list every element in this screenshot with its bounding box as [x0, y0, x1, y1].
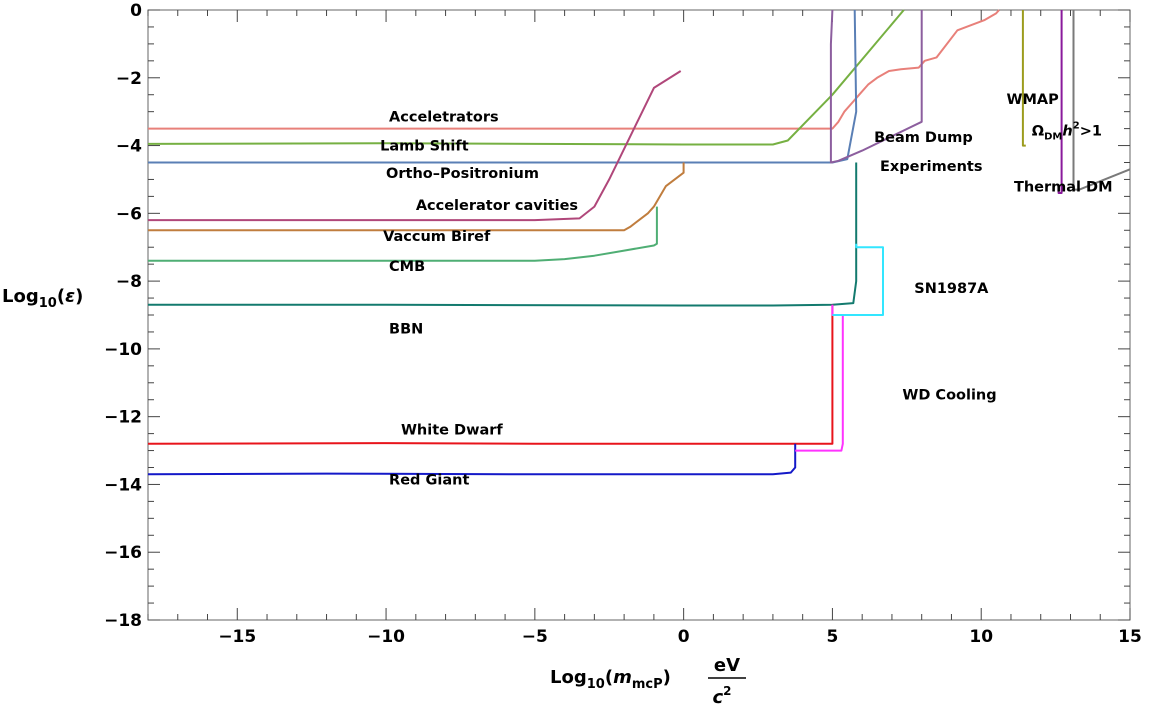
series-label: Accelerator cavities [416, 198, 578, 214]
plot-border [147, 9, 1131, 621]
x-tick-label: 15 [1118, 627, 1142, 647]
series-line [1072, 10, 1131, 191]
series-label: WMAP [1007, 92, 1060, 108]
x-tick-label: −15 [218, 627, 256, 647]
y-tick-label: −6 [116, 204, 142, 224]
series-line [1057, 10, 1063, 194]
series-line [148, 162, 858, 307]
series-label: Ortho–Positronium [386, 166, 539, 182]
y-axis-ticks: 0 −2 −4 −6 −8 −10 −12 −14 −16 −18 [104, 1, 1130, 631]
series-label: Beam Dump [874, 130, 973, 146]
omega-dm-label: ΩDMh2>1 [1032, 120, 1102, 142]
x-tick-label: 0 [678, 627, 690, 647]
y-tick-label: −10 [104, 340, 142, 360]
series-line [147, 304, 834, 445]
y-tick-label: −2 [116, 69, 142, 89]
series-line [832, 243, 884, 316]
series-line [1021, 10, 1026, 147]
y-tick-label: −8 [116, 272, 142, 292]
series-label: SN1987A [914, 281, 989, 297]
series-label: Lamb Shift [380, 139, 469, 155]
y-axis-label: Log10(ε) [2, 286, 83, 311]
y-tick-label: 0 [130, 1, 142, 21]
series-line [148, 206, 658, 262]
y-tick-label: −16 [104, 543, 142, 563]
series-line [148, 9, 1000, 130]
svg-text:c2: c2 [712, 684, 731, 708]
plot-frame [147, 9, 1131, 621]
x-tick-label: −5 [522, 627, 548, 647]
y-tick-label: −4 [116, 137, 142, 157]
y-tick-label: −12 [104, 408, 142, 428]
svg-text:eV: eV [714, 655, 740, 676]
x-axis-label: Log10(mmcP) eV c2 [550, 655, 746, 708]
x-tick-label: −10 [367, 627, 405, 647]
series-label: WD Cooling [902, 388, 996, 404]
series-label: Acceletrators [389, 109, 499, 125]
series-label: BBN [389, 322, 423, 338]
series-label: Experiments [880, 159, 982, 175]
series-line [795, 304, 844, 452]
svg-text:Log10(mmcP): Log10(mmcP) [550, 667, 671, 692]
series-label: Vaccum Biref [383, 229, 491, 245]
y-tick-label: −18 [104, 611, 142, 631]
series-line [148, 70, 682, 222]
x-tick-label: 5 [827, 627, 839, 647]
x-axis-ticks: −15 −10 −5 0 5 10 15 [147, 10, 1142, 647]
series-line [147, 443, 797, 476]
series-line [829, 9, 923, 164]
series-label: CMB [389, 259, 425, 275]
series-layer [147, 9, 1131, 476]
x-tick-label: 10 [969, 627, 993, 647]
series-label: Red Giant [389, 472, 469, 488]
series-label: Thermal DM [1014, 179, 1113, 195]
series-line [148, 9, 858, 164]
series-label: White Dwarf [401, 422, 503, 438]
series-line [147, 9, 905, 146]
series-labels: Acceletrators Lamb Shift Ortho–Positronium… [380, 92, 1112, 488]
series-line [148, 162, 685, 232]
y-tick-label: −14 [104, 475, 142, 495]
